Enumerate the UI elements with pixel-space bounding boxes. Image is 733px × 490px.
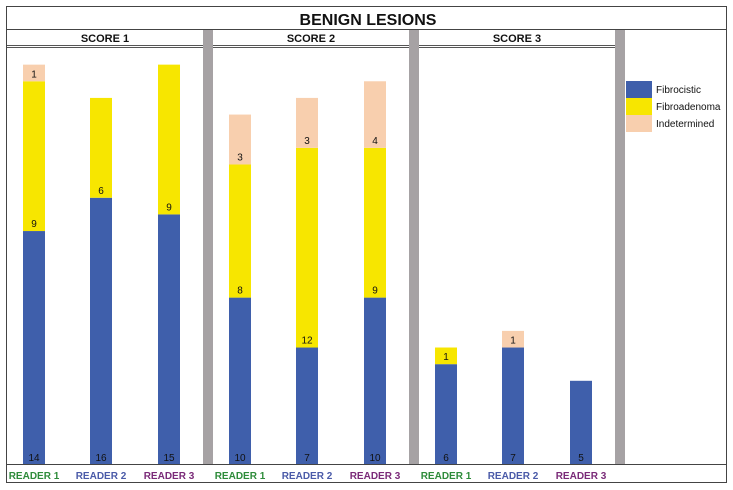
bar-segment [435, 364, 457, 464]
category-label: READER 1 [9, 471, 60, 482]
data-label: 4 [372, 136, 378, 147]
data-label: 14 [28, 453, 40, 464]
category-label: READER 1 [215, 471, 266, 482]
legend-swatch [626, 98, 652, 115]
category-label: READER 2 [76, 471, 127, 482]
bar-segment [158, 214, 180, 464]
data-label: 1 [510, 336, 516, 347]
bar-segment [229, 164, 251, 298]
bar-segment [364, 81, 386, 148]
panel-header: SCORE 3 [493, 33, 541, 45]
data-label: 1 [31, 69, 37, 80]
bar-segment [229, 114, 251, 165]
legend-label: Fibrocistic [656, 85, 701, 96]
bar-segment [23, 81, 45, 232]
legend-swatch [626, 115, 652, 132]
bar-segment [364, 297, 386, 464]
data-label: 9 [166, 202, 172, 213]
legend-label: Indetermined [656, 119, 714, 130]
legend: Fibrocistic Fibroadenoma Indetermined [626, 81, 721, 132]
data-label: 6 [98, 186, 104, 197]
data-label: 1 [443, 352, 449, 363]
data-label: 15 [163, 453, 175, 464]
legend-label: Fibroadenoma [656, 102, 721, 113]
data-label: 3 [304, 136, 310, 147]
bar-segment [90, 197, 112, 464]
category-label: READER 2 [282, 471, 333, 482]
category-labels-layer: READER 1 READER 2 READER 3 READER 1 READER 2… [9, 471, 607, 482]
panel-separator [615, 30, 625, 464]
bar-segment [23, 64, 45, 82]
panel-header: SCORE 1 [81, 33, 129, 45]
bar-segment [502, 330, 524, 348]
bar-segment [364, 147, 386, 298]
data-label: 10 [234, 453, 246, 464]
data-label: 7 [510, 453, 516, 464]
data-label: 9 [372, 286, 378, 297]
data-label: 6 [443, 453, 449, 464]
category-label: READER 2 [488, 471, 539, 482]
data-label: 8 [237, 286, 243, 297]
data-label: 12 [301, 336, 313, 347]
chart-frame [6, 6, 727, 483]
bar-segment [570, 380, 592, 464]
bar-segment [435, 347, 457, 365]
bar-segment [90, 97, 112, 198]
data-label: 10 [369, 453, 381, 464]
data-label: 16 [95, 453, 107, 464]
panel-header: SCORE 2 [287, 33, 335, 45]
category-label: READER 3 [144, 471, 195, 482]
bar-segment [502, 347, 524, 464]
panel-separator [203, 30, 213, 464]
data-label: 9 [31, 219, 37, 230]
bar-segment [23, 231, 45, 464]
panel-separator [409, 30, 419, 464]
bar-segment [296, 347, 318, 464]
bar-segment [296, 147, 318, 348]
category-label: READER 1 [421, 471, 472, 482]
bar-segment [158, 64, 180, 215]
legend-swatch [626, 81, 652, 98]
category-label: READER 3 [556, 471, 607, 482]
data-label: 7 [304, 453, 310, 464]
data-label: 5 [578, 453, 584, 464]
bar-segment [229, 297, 251, 464]
bar-segment [296, 97, 318, 148]
category-label: READER 3 [350, 471, 401, 482]
chart-title: BENIGN LESIONS [300, 12, 437, 29]
panels-layer: SCORE 1 SCORE 2 SCORE 3 [7, 30, 625, 464]
data-label: 3 [237, 152, 243, 163]
